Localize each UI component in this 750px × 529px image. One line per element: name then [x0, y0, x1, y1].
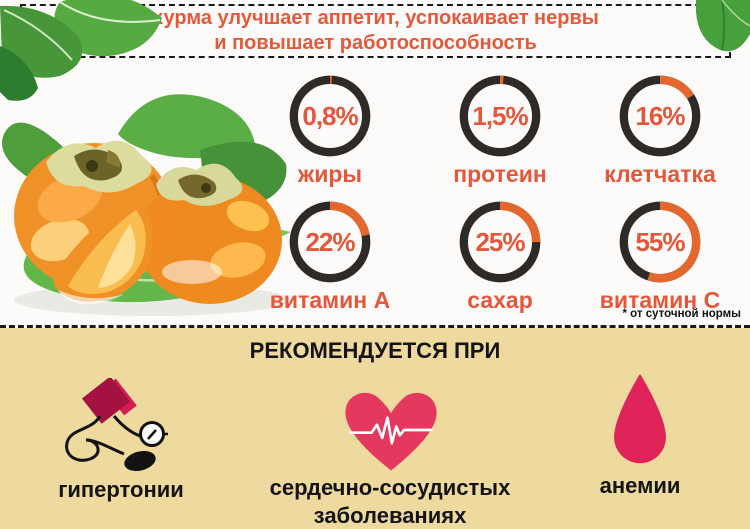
- nutrient-gauge-fiber: 16% клетчатка: [585, 72, 735, 188]
- heart-pulse-icon: [345, 392, 437, 471]
- nutrient-gauge-fats: 0,8% жиры: [255, 72, 405, 188]
- header-line-1: хурма улучшает аппетит, успокаивает нерв…: [152, 7, 599, 29]
- donut-gauge-sugar: [459, 201, 541, 283]
- gauge-label-sugar: сахар: [467, 287, 533, 313]
- recommendations-section: РЕКОМЕНДУЕТСЯ ПРИ гипертонии сердечно-со…: [0, 328, 750, 529]
- persimmon-illustration: [1, 94, 291, 316]
- gauge-value-sugar: 25%: [475, 226, 525, 257]
- recommendation-label-hypertension: гипертонии: [58, 477, 184, 502]
- nutrient-gauge-vitamin-a: 22% витамин А: [255, 198, 405, 314]
- blood-drop-icon: [614, 373, 666, 464]
- gauge-label-fiber: клетчатка: [604, 161, 716, 187]
- gauge-value-protein: 1,5%: [472, 100, 528, 131]
- daily-value-footnote: * от суточной нормы: [622, 308, 741, 320]
- donut-gauge-fiber: [619, 75, 701, 157]
- nutrient-gauge-sugar: 25% сахар: [425, 198, 575, 314]
- top-section: хурма улучшает аппетит, успокаивает нерв…: [0, 0, 750, 328]
- gauge-value-fats: 0,8%: [302, 100, 358, 131]
- donut-gauge-vitamin-c: [619, 201, 701, 283]
- donut-gauge-fats: [289, 75, 371, 157]
- recommendation-label-anemia: анемии: [599, 473, 681, 498]
- gauge-value-fiber: 16%: [635, 100, 685, 131]
- gauge-value-vitamin-c: 55%: [635, 226, 685, 257]
- nutrient-gauge-protein: 1,5% протеин: [425, 72, 575, 188]
- gauge-label-vitamin-a: витамин А: [269, 287, 391, 313]
- blood-pressure-monitor-icon: [65, 378, 168, 471]
- header-box: хурма улучшает аппетит, успокаивает нерв…: [20, 4, 731, 58]
- nutrient-gauge-vitamin-c: 55% витамин С: [585, 198, 735, 314]
- leaf-decoration-top-right-icon: [696, 0, 750, 52]
- gauge-label-vitamin-c: витамин С: [599, 287, 721, 313]
- donut-gauge-vitamin-a: [289, 201, 371, 283]
- gauge-label-fats: жиры: [297, 161, 363, 187]
- recommendations-title: РЕКОМЕНДУЕТСЯ ПРИ: [249, 338, 501, 363]
- recommendation-label-cardiovascular: сердечно-сосудистых заболеваниях: [269, 475, 511, 528]
- gauge-label-protein: протеин: [453, 161, 547, 187]
- gauge-value-vitamin-a: 22%: [305, 226, 355, 257]
- header-line-2: и повышает работоспособность: [214, 32, 537, 54]
- donut-gauge-protein: [459, 75, 541, 157]
- leaf-decoration-top-left-icon: [0, 0, 162, 101]
